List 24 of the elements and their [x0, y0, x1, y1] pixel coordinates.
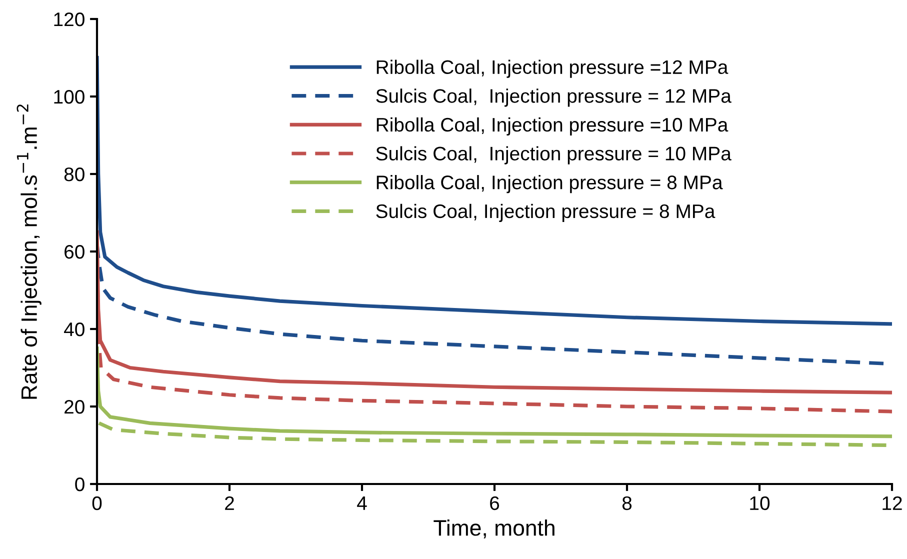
legend-label: Sulcis Coal, Injection pressure = 12 MPa: [376, 88, 732, 107]
y-tick-label: 120: [54, 12, 84, 26]
legend-label: Ribolla Coal, Injection pressure =10 MPa: [376, 117, 728, 136]
x-tick-label: 6: [490, 496, 500, 510]
legend-label: Sulcis Coal, Injection pressure = 10 MPa: [376, 146, 732, 164]
x-tick-label: 4: [357, 496, 367, 510]
y-tick-label: 60: [64, 244, 84, 259]
y-tick-label: 80: [64, 167, 84, 182]
y-tick-label: 40: [64, 322, 84, 336]
legend-label: Ribolla Coal, Injection pressure = 8 MPa: [376, 175, 723, 194]
x-tick-label: 12: [882, 496, 902, 510]
y-tick-label: 100: [54, 90, 84, 104]
legend-label: Ribolla Coal, Injection pressure =12 MPa: [376, 60, 728, 78]
legend-label: Sulcis Coal, Injection pressure = 8 MPa: [376, 204, 716, 222]
x-tick-label: 2: [225, 496, 234, 510]
line-series: [97, 346, 892, 438]
x-tick-label: 10: [750, 496, 770, 510]
x-tick-label: 0: [92, 496, 102, 510]
line-series: [97, 56, 892, 326]
x-tick-label: 8: [622, 496, 632, 510]
y-tick-label: 0: [75, 477, 84, 492]
y-axis-title: Rate of Injection, mol.s$^{−1}$.m$^{−2}$: [16, 104, 42, 399]
x-axis-title: Time, month: [434, 519, 554, 538]
y-tick-label: 20: [64, 400, 84, 414]
